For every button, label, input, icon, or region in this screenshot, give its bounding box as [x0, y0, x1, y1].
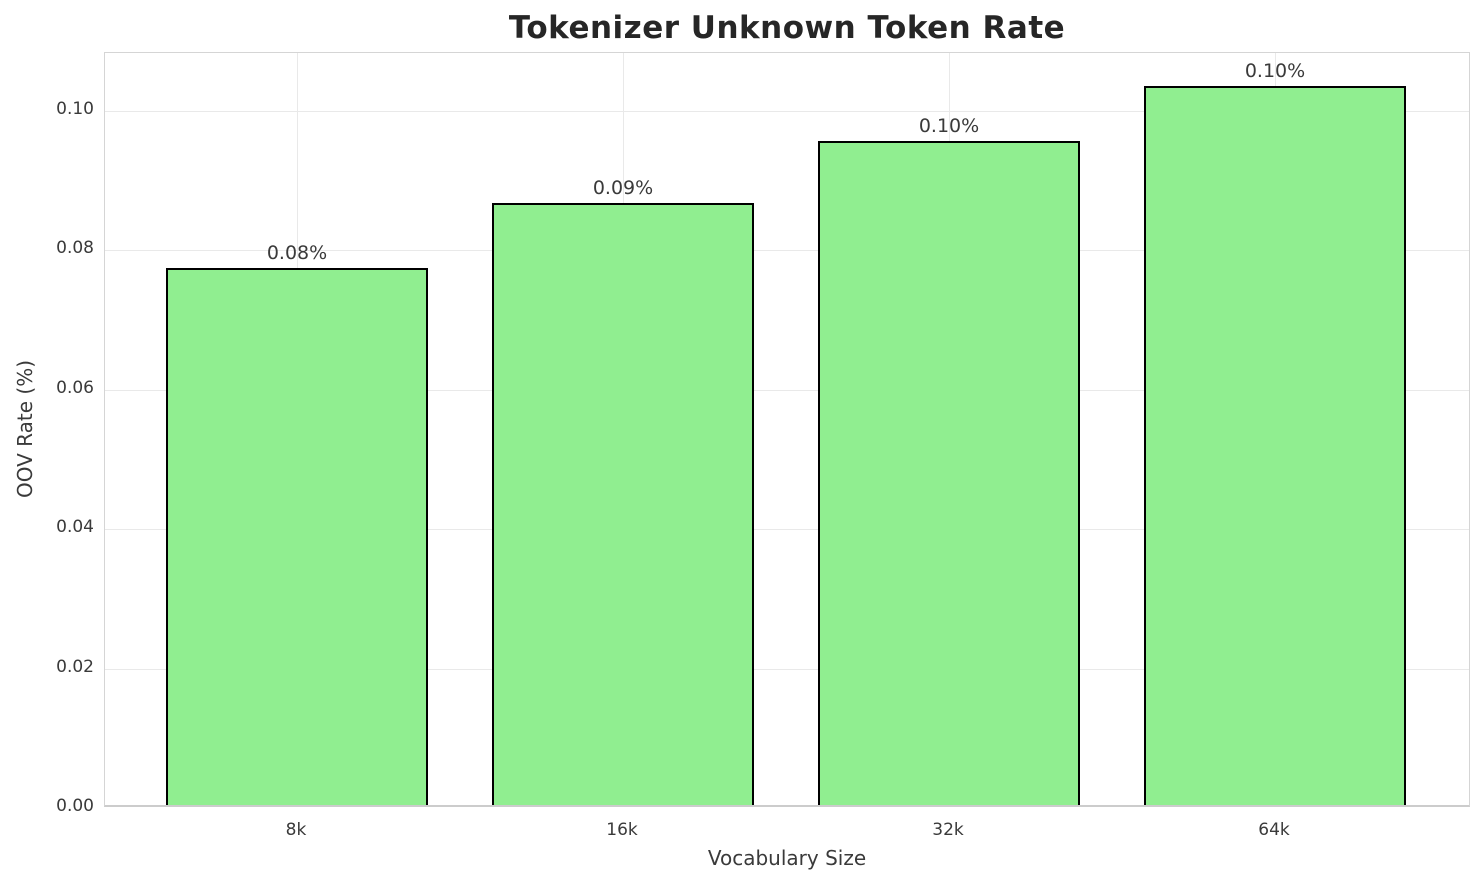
bar-8k — [166, 268, 428, 805]
horizontal-gridline — [105, 110, 1469, 112]
chart-title: Tokenizer Unknown Token Rate — [508, 10, 1066, 46]
x-tick-label: 64k — [1258, 820, 1290, 840]
y-tick-label: 0.10 — [56, 98, 94, 119]
bar-value-label: 0.10% — [918, 114, 980, 137]
x-tick-label: 32k — [932, 820, 964, 840]
horizontal-gridline — [105, 668, 1469, 670]
plot-area: 0.08% 0.09% 0.10% 0.10% — [104, 52, 1470, 807]
bar-64k — [1144, 85, 1406, 805]
x-axis-label: Vocabulary Size — [707, 846, 867, 870]
x-tick-label: 8k — [285, 820, 307, 840]
bar-value-label: 0.10% — [1244, 59, 1306, 82]
y-tick-label: 0.08 — [56, 238, 94, 259]
bar-value-label: 0.08% — [266, 242, 328, 265]
bar-32k — [818, 140, 1080, 805]
bar-value-label: 0.09% — [592, 176, 654, 199]
x-tick-label: 16k — [606, 820, 638, 840]
horizontal-gridline — [105, 389, 1469, 391]
horizontal-gridline — [105, 250, 1469, 252]
y-tick-label: 0.00 — [56, 796, 94, 816]
bar-16k — [492, 202, 754, 805]
y-tick-label: 0.04 — [56, 517, 94, 538]
y-tick-label: 0.02 — [56, 656, 94, 677]
horizontal-gridline — [105, 529, 1469, 531]
y-tick-label: 0.06 — [56, 377, 94, 398]
